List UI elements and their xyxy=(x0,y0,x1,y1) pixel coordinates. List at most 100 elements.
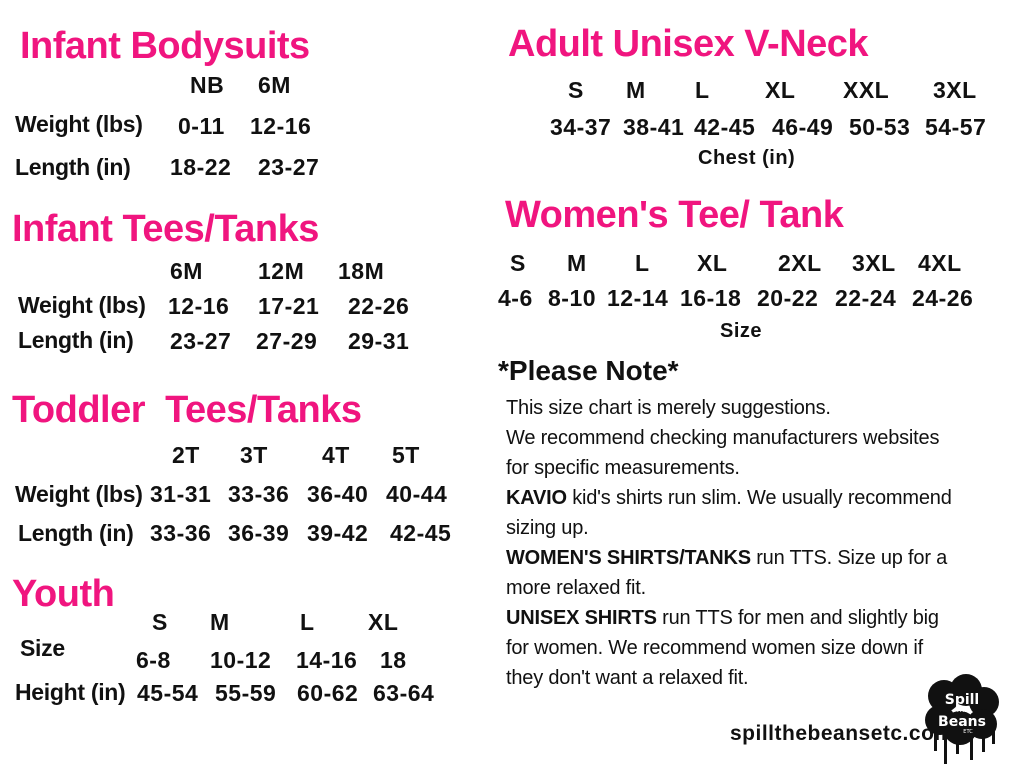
cell: 45-54 xyxy=(137,680,199,706)
cell: 12-14 xyxy=(607,285,669,311)
size-header: XL xyxy=(368,609,399,635)
note-line: We recommend checking manufacturers webs… xyxy=(506,426,939,450)
note-line: sizing up. xyxy=(506,516,589,540)
row-label: Length (in) xyxy=(18,327,134,353)
note-text: sizing up. xyxy=(506,517,589,539)
row-label: Length (in) xyxy=(15,154,131,180)
note-text: run TTS for men and slightly big xyxy=(656,607,939,629)
size-header: S xyxy=(510,250,526,276)
cell: 18-22 xyxy=(170,154,232,180)
cell: 17-21 xyxy=(258,293,320,319)
size-header: NB xyxy=(190,72,225,98)
note-text: We recommend checking manufacturers webs… xyxy=(506,427,940,449)
row-label: Size xyxy=(20,635,65,661)
cell: 39-42 xyxy=(307,520,369,546)
size-header: S xyxy=(152,609,168,635)
size-header: 3XL xyxy=(933,77,977,103)
size-header: 6M xyxy=(258,72,291,98)
cell: 12-16 xyxy=(250,113,312,139)
note-line: for women. We recommend women size down … xyxy=(506,636,923,660)
note-text: for specific measurements. xyxy=(506,457,740,479)
note-text: This size chart is merely suggestions. xyxy=(506,397,831,419)
cell: 50-53 xyxy=(849,114,911,140)
cell: 0-11 xyxy=(178,113,225,139)
cell: 60-62 xyxy=(297,680,359,706)
cell: 46-49 xyxy=(772,114,834,140)
spill-the-beans-logo: Spill THE Beans ETC xyxy=(925,674,999,764)
size-header: L xyxy=(695,77,710,103)
size-header: 12M xyxy=(258,258,305,284)
cell: 23-27 xyxy=(258,154,320,180)
svg-text:Beans: Beans xyxy=(938,714,986,730)
size-header: 18M xyxy=(338,258,385,284)
note-text: kid's shirts run slim. We usually recomm… xyxy=(566,487,952,509)
caption: Chest (in) xyxy=(698,147,796,169)
please-note-title: *Please Note* xyxy=(498,355,679,386)
note-line: they don't want a relaxed fit. xyxy=(506,666,749,690)
cell: 34-37 xyxy=(550,114,612,140)
cell: 38-41 xyxy=(623,114,685,140)
cell: 40-44 xyxy=(386,481,448,507)
size-header: 2XL xyxy=(778,250,822,276)
size-header: 5T xyxy=(392,442,420,468)
infant-bodysuits-title: Infant Bodysuits xyxy=(20,25,310,67)
cell: 24-26 xyxy=(912,285,974,311)
cell: 20-22 xyxy=(757,285,819,311)
size-header: M xyxy=(567,250,587,276)
cell: 36-40 xyxy=(307,481,369,507)
row-label: Height (in) xyxy=(15,679,126,705)
svg-text:ETC: ETC xyxy=(963,729,973,735)
svg-text:THE: THE xyxy=(955,707,968,714)
row-label: Weight (lbs) xyxy=(15,481,143,507)
size-header: 3T xyxy=(240,442,268,468)
cell: 55-59 xyxy=(215,680,277,706)
size-header: XL xyxy=(765,77,796,103)
size-header: L xyxy=(300,609,315,635)
note-text: they don't want a relaxed fit. xyxy=(506,667,749,689)
cell: 29-31 xyxy=(348,328,410,354)
size-header: L xyxy=(635,250,650,276)
cell: 4-6 xyxy=(498,285,533,311)
cell: 18 xyxy=(380,647,407,673)
cell: 22-26 xyxy=(348,293,410,319)
adult-vneck-title: Adult Unisex V-Neck xyxy=(508,23,869,65)
toddler-tees-title: Toddler Tees/Tanks xyxy=(12,389,362,431)
size-header: S xyxy=(568,77,584,103)
note-text: run TTS. Size up for a xyxy=(750,547,948,569)
size-header: M xyxy=(626,77,646,103)
note-bold: KAVIO xyxy=(506,487,567,509)
row-label: Length (in) xyxy=(18,520,134,546)
note-line: UNISEX SHIRTS run TTS for men and slight… xyxy=(506,606,939,630)
cell: 33-36 xyxy=(228,481,290,507)
cell: 54-57 xyxy=(925,114,987,140)
cell: 8-10 xyxy=(548,285,597,311)
caption: Size xyxy=(720,320,763,342)
note-line: This size chart is merely suggestions. xyxy=(506,396,831,420)
note-line: WOMEN'S SHIRTS/TANKS run TTS. Size up fo… xyxy=(506,546,947,570)
cell: 16-18 xyxy=(680,285,742,311)
cell: 23-27 xyxy=(170,328,232,354)
cell: 6-8 xyxy=(136,647,171,673)
cell: 42-45 xyxy=(694,114,756,140)
row-label: Weight (lbs) xyxy=(15,111,143,137)
svg-text:Spill: Spill xyxy=(945,692,980,708)
cell: 10-12 xyxy=(210,647,272,673)
note-line: for specific measurements. xyxy=(506,456,740,480)
size-header: XL xyxy=(697,250,728,276)
size-header: M xyxy=(210,609,230,635)
row-label: Weight (lbs) xyxy=(18,292,146,318)
note-line: more relaxed fit. xyxy=(506,576,646,600)
size-header: 4XL xyxy=(918,250,962,276)
cell: 33-36 xyxy=(150,520,212,546)
website-link[interactable]: spillthebeansetc.com xyxy=(730,722,954,745)
infant-tees-title: Infant Tees/Tanks xyxy=(12,208,319,250)
cell: 12-16 xyxy=(168,293,230,319)
cell: 22-24 xyxy=(835,285,897,311)
youth-title: Youth xyxy=(12,573,115,615)
cell: 36-39 xyxy=(228,520,290,546)
womens-tee-title: Women's Tee/ Tank xyxy=(505,194,844,236)
size-header: 3XL xyxy=(852,250,896,276)
note-bold: UNISEX SHIRTS xyxy=(506,607,657,629)
cell: 31-31 xyxy=(150,481,212,507)
note-text: more relaxed fit. xyxy=(506,577,646,599)
